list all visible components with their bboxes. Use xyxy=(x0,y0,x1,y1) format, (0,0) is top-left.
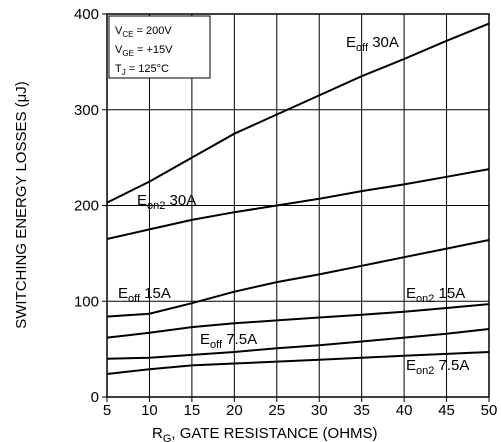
y-tick-label: 100 xyxy=(74,293,99,310)
x-tick-label: 15 xyxy=(184,402,201,419)
label-eoff-30a: Eoff 30A xyxy=(346,34,399,54)
conditions-frame xyxy=(108,15,211,79)
series-line-2 xyxy=(106,239,490,318)
y-axis-label: SWITCHING ENERGY LOSSES (μJ) xyxy=(13,81,30,329)
series-line-1 xyxy=(106,168,490,240)
label-eon2-15a: Eon2 15A xyxy=(406,285,465,305)
x-tick-label: 10 xyxy=(141,402,158,419)
x-tick-label: 30 xyxy=(311,402,328,419)
series-line-3 xyxy=(106,303,490,339)
x-tick-label: 40 xyxy=(396,402,413,419)
x-tick-label: 5 xyxy=(103,402,111,419)
series-line-0 xyxy=(106,22,490,204)
x-tick-label: 25 xyxy=(268,402,285,419)
label-eoff-15a: Eoff 15A xyxy=(118,285,171,305)
label-eon2-7-5a: Eon2 7.5A xyxy=(406,357,469,377)
condition-tj: TJ = 125°C xyxy=(115,63,169,77)
condition-vge: VGE = +15V xyxy=(115,44,173,58)
label-eon2-30a: Eon2 30A xyxy=(137,192,196,212)
x-tick-label: 20 xyxy=(226,402,243,419)
series-lines xyxy=(106,22,490,375)
tick-labels: 0 100 200 300 400 5 10 15 20 25 30 35 40 45 50 xyxy=(74,6,497,419)
x-tick-label: 50 xyxy=(481,402,498,419)
x-tick-label: 35 xyxy=(353,402,370,419)
y-tick-label: 400 xyxy=(74,6,99,23)
conditions-box: VCE = 200V VGE = +15V TJ = 125°C xyxy=(108,15,211,79)
y-tick-label: 300 xyxy=(74,102,99,119)
condition-vce: VCE = 200V xyxy=(115,25,172,39)
series-line-5 xyxy=(106,351,490,375)
gridlines xyxy=(107,14,489,397)
y-tick-label: 0 xyxy=(91,389,99,406)
series-line-4 xyxy=(106,328,490,360)
x-axis-label: RG, GATE RESISTANCE (OHMS) xyxy=(152,425,378,442)
label-eoff-7-5a: Eoff 7.5A xyxy=(200,331,257,351)
x-tick-label: 45 xyxy=(438,402,455,419)
y-tick-label: 200 xyxy=(74,198,99,215)
